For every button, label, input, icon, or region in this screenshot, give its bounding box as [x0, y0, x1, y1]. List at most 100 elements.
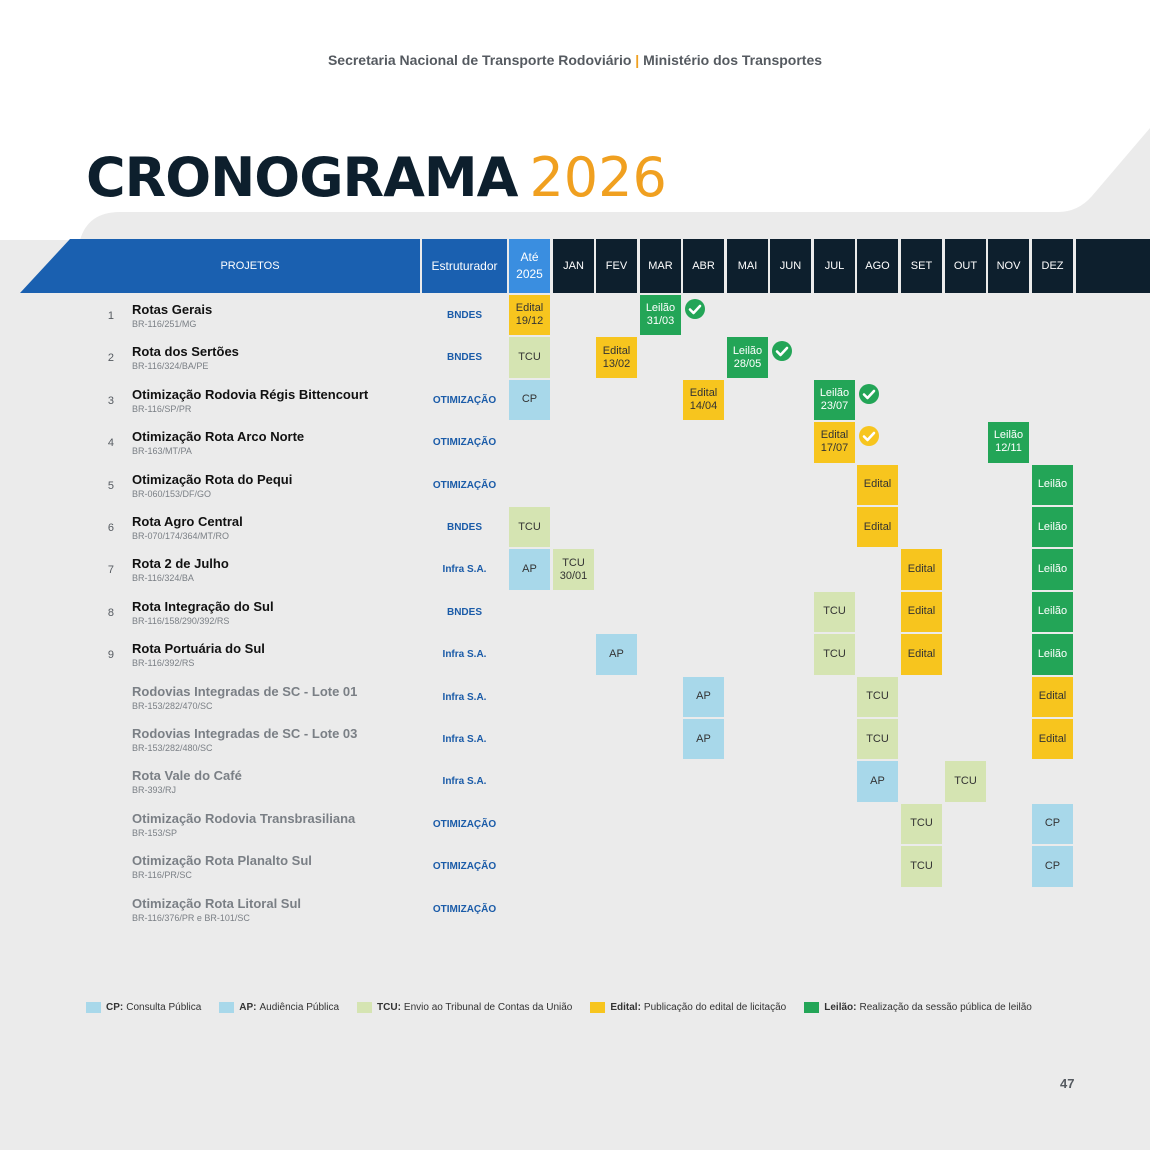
grid-cell: [0, 634, 122, 675]
event-label-line1: AP: [696, 690, 711, 703]
event-edital: Edital: [857, 464, 898, 505]
grid-cell: [770, 591, 811, 633]
project-name: Rodovias Integradas de SC - Lote 01: [132, 683, 358, 699]
grid-cell: [945, 591, 986, 633]
event-label-line1: TCU: [562, 556, 585, 569]
event-edital: Edital: [901, 549, 942, 590]
legend-item-tcu: TCU: Envio ao Tribunal de Contas da União: [357, 1002, 572, 1013]
event-date: 14/04: [689, 399, 718, 412]
grid-cell: [1076, 591, 1150, 633]
grid-cell: [901, 719, 942, 760]
grid-cell: [596, 295, 637, 336]
grid-cell: [422, 337, 507, 378]
grid-cell: [0, 846, 122, 887]
project-code: BR-116/PR/SC: [132, 870, 192, 881]
event-label: Leilão: [1038, 648, 1067, 661]
month-header-ago: AGO: [857, 239, 898, 293]
grid-cell: [988, 761, 1029, 802]
grid-cell: [553, 295, 594, 336]
event-tcu: TCU: [509, 507, 550, 548]
row-number: 7: [107, 564, 114, 577]
event-label-line1: Edital: [1038, 690, 1067, 703]
grid-cell: [901, 379, 942, 421]
structurer-label: Infra S.A.: [442, 649, 487, 661]
grid-cell: [901, 337, 942, 378]
event-label: CP: [1045, 817, 1060, 830]
project-code: BR-116/251/MG: [132, 319, 197, 329]
grid-cell: [124, 888, 420, 929]
event-ap: AP: [509, 549, 550, 590]
event-label: Leilão: [1038, 521, 1067, 534]
grid-cell: [770, 719, 811, 760]
event-leilao: Leilão: [1032, 507, 1073, 548]
project-code: BR-116/324/BA: [132, 573, 194, 584]
grid-cell: [1076, 507, 1150, 548]
grid-cell: [0, 676, 122, 717]
grid-cell: [422, 761, 507, 802]
month-header-jan: JAN: [553, 239, 594, 293]
event-label-line1: Leilão: [1037, 478, 1068, 491]
grid-cell: [683, 803, 724, 845]
header-secretaria: Secretaria Nacional de Transporte Rodovi…: [327, 52, 632, 68]
structurer-label: Infra S.A.: [442, 564, 487, 576]
grid-cell: [814, 888, 855, 929]
grid-cell: [509, 464, 550, 505]
event-label: Edital: [1039, 690, 1067, 703]
event-ap: AP: [857, 761, 898, 802]
grid-cell: [422, 464, 507, 505]
project-code: BR-116/392/RS: [132, 658, 195, 669]
row-number: 3: [107, 394, 114, 407]
grid-cell: [857, 888, 898, 929]
grid-cell: [553, 634, 594, 675]
month-header-dez: DEZ: [1032, 239, 1073, 293]
legend-text: Publicação do edital de licitação: [643, 1002, 787, 1013]
structurer-label: BNDES: [446, 310, 482, 321]
event-edital: Edital: [901, 591, 942, 633]
event-cp: CP: [1032, 803, 1073, 845]
grid-cell: [988, 803, 1029, 845]
grid-cell: [0, 803, 122, 845]
grid-cell: [596, 549, 637, 590]
grid-cell: [640, 676, 681, 717]
grid-cell: [988, 888, 1029, 929]
event-tcu: TCU: [857, 676, 898, 717]
grid-cell: [727, 591, 768, 633]
project-name: Rota dos Sertões: [132, 344, 239, 360]
grid-cell: [814, 507, 855, 548]
project-name: Rota Integração do Sul: [132, 598, 274, 614]
grid-cell: [770, 549, 811, 590]
event-label: TCU: [518, 521, 541, 534]
structurer-label: OTIMIZAÇÃO: [432, 394, 497, 406]
grid-cell: [1076, 676, 1150, 717]
grid-cell: [857, 634, 898, 675]
grid-cell: [640, 803, 681, 845]
grid-cell: [596, 761, 637, 802]
grid-cell: [640, 337, 681, 378]
grid-cell: [945, 422, 986, 463]
event-label: Edital 14/04: [690, 387, 718, 413]
grid-cell: [945, 549, 986, 590]
grid-cell: [596, 719, 637, 760]
grid-cell: [124, 761, 420, 802]
grid-cell: [683, 591, 724, 633]
event-label: Edital 19/12: [516, 302, 544, 328]
event-label-line1: Edital: [907, 647, 936, 660]
event-label-line1: TCU: [866, 732, 889, 745]
event-edital: Edital: [1032, 676, 1073, 717]
grid-cell: [727, 846, 768, 887]
event-label: AP: [696, 690, 711, 703]
event-label: TCU: [823, 605, 846, 618]
grid-cell: [727, 761, 768, 802]
event-label-line1: Leilão: [1037, 520, 1068, 533]
event-tcu: TCU 30/01: [553, 549, 594, 590]
grid-cell: [422, 422, 507, 463]
event-label-line1: TCU: [910, 817, 933, 830]
grid-cell: [1076, 464, 1150, 505]
legend-key: TCU:: [377, 1002, 401, 1013]
grid-cell: [945, 464, 986, 505]
grid-cell: [596, 379, 637, 421]
event-label-line1: Leilão: [732, 344, 763, 357]
event-label: TCU 30/01: [560, 557, 588, 583]
grid-cell: [422, 507, 507, 548]
event-label-line1: TCU: [518, 520, 541, 533]
